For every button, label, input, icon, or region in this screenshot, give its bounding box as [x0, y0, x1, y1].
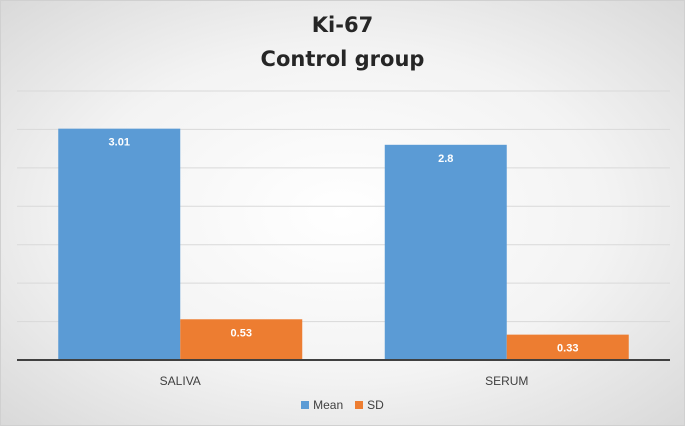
legend-item-sd: SD — [355, 398, 384, 412]
chart-subtitle: Control group — [260, 47, 425, 71]
bar-mean-serum — [384, 144, 507, 360]
data-label: 0.53 — [231, 327, 252, 339]
chart-title: Ki-67 — [311, 13, 374, 37]
legend-item-mean: Mean — [301, 398, 343, 412]
data-label: 0.33 — [557, 343, 578, 355]
bar-mean-saliva — [58, 128, 181, 360]
data-label: 2.8 — [438, 153, 453, 165]
bar-sd-serum — [506, 334, 629, 360]
legend-swatch-mean — [301, 401, 310, 409]
x-tick-label: SALIVA — [160, 374, 201, 388]
x-tick-label: SERUM — [485, 374, 528, 388]
legend-swatch-sd — [355, 401, 364, 409]
bar-sd-saliva — [180, 319, 303, 360]
legend: Mean SD — [1, 398, 684, 412]
legend-label-mean: Mean — [313, 398, 344, 412]
data-label: 3.01 — [109, 137, 130, 149]
legend-label-sd: SD — [367, 398, 384, 412]
